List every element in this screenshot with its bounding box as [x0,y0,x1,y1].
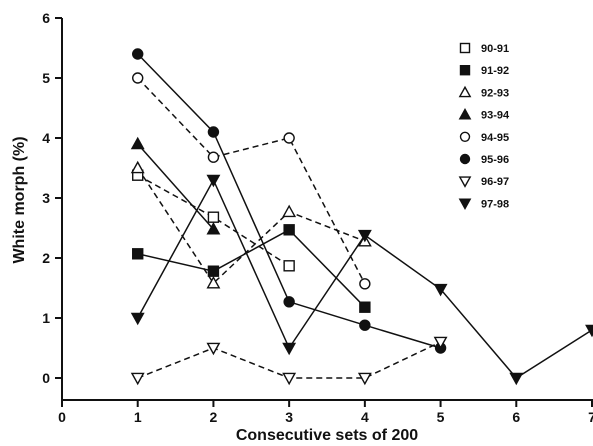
y-tick-label: 5 [42,70,50,86]
data-point [207,265,220,277]
series-line [137,77,366,285]
data-point [282,372,297,386]
series-94-95 [132,72,371,290]
series-line [137,228,366,308]
series-layer [130,48,593,386]
series-91-92 [132,224,371,313]
legend-label: 92-93 [481,87,509,99]
legend-label: 97-98 [481,198,509,210]
data-point [206,174,221,188]
data-point [357,372,372,386]
data-point [132,248,144,260]
legend-item: 92-93 [458,85,509,99]
data-point [433,283,448,297]
series-97-98 [130,174,593,386]
series-93-94 [130,136,221,235]
legend-marker [458,107,472,120]
legend-label: 91-92 [481,65,509,77]
data-point [509,372,524,386]
legend-item: 97-98 [458,198,509,211]
x-tick-label: 6 [512,409,520,425]
data-point [130,372,145,386]
legend-marker [459,153,471,165]
y-tick-label: 2 [42,250,50,266]
x-tick-label: 5 [437,409,445,425]
data-point [130,160,145,174]
legend-marker [458,176,472,188]
data-point [282,204,297,218]
legend-item: 91-92 [459,64,509,77]
x-tick-label: 4 [361,409,369,425]
data-point [132,48,144,60]
legend-label: 90-91 [481,43,509,55]
legend-label: 95-96 [481,154,509,166]
legend-label: 93-94 [481,110,510,122]
series-95-96 [132,48,447,354]
data-point [585,324,593,338]
data-point [206,276,221,289]
legend-marker [459,131,471,143]
x-tick-label: 2 [210,409,218,425]
y-axis-title: White morph (%) [11,136,28,263]
data-point [359,278,371,290]
y-tick-label: 0 [42,370,50,386]
data-point [433,336,448,350]
x-tick-label: 1 [134,409,142,425]
legend-marker [459,42,471,54]
legend: 90-91 91-92 92-93 93-94 94-95 95-96 96-97 97-98 [458,42,510,211]
legend-item: 94-95 [459,131,509,144]
x-tick-label: 7 [588,409,593,425]
data-point [283,224,295,236]
data-point [359,301,371,313]
data-point [130,312,145,326]
y-tick-label: 1 [42,310,50,326]
data-point [207,211,220,223]
legend-marker [458,198,472,211]
legend-item: 96-97 [458,176,509,188]
data-point [206,342,221,356]
data-point [207,126,220,138]
data-point [130,136,145,150]
data-point [282,342,297,356]
data-point [359,319,371,331]
axes: 0 1 2 3 4 5 6 0 1 2 3 4 5 6 7 [42,10,593,425]
data-point [283,132,295,144]
x-axis-title: Consecutive sets of 200 [236,427,418,444]
legend-marker [459,64,471,76]
series-line [137,143,214,230]
data-point [206,222,221,235]
series-96-97 [130,336,448,386]
y-tick-label: 6 [42,10,50,26]
data-point [207,151,220,163]
legend-item: 93-94 [458,107,510,122]
y-tick-label: 4 [42,130,50,146]
data-point [357,229,372,243]
data-point [283,296,295,308]
x-tick-label: 0 [58,409,66,425]
legend-marker [458,85,472,98]
data-point [132,72,144,84]
y-tick-label: 3 [42,190,50,206]
data-point [283,260,295,272]
series-line [137,167,366,285]
x-tick-label: 3 [285,409,293,425]
legend-item: 90-91 [459,42,509,55]
legend-item: 95-96 [459,153,509,166]
legend-label: 94-95 [481,132,509,144]
legend-label: 96-97 [481,176,509,188]
